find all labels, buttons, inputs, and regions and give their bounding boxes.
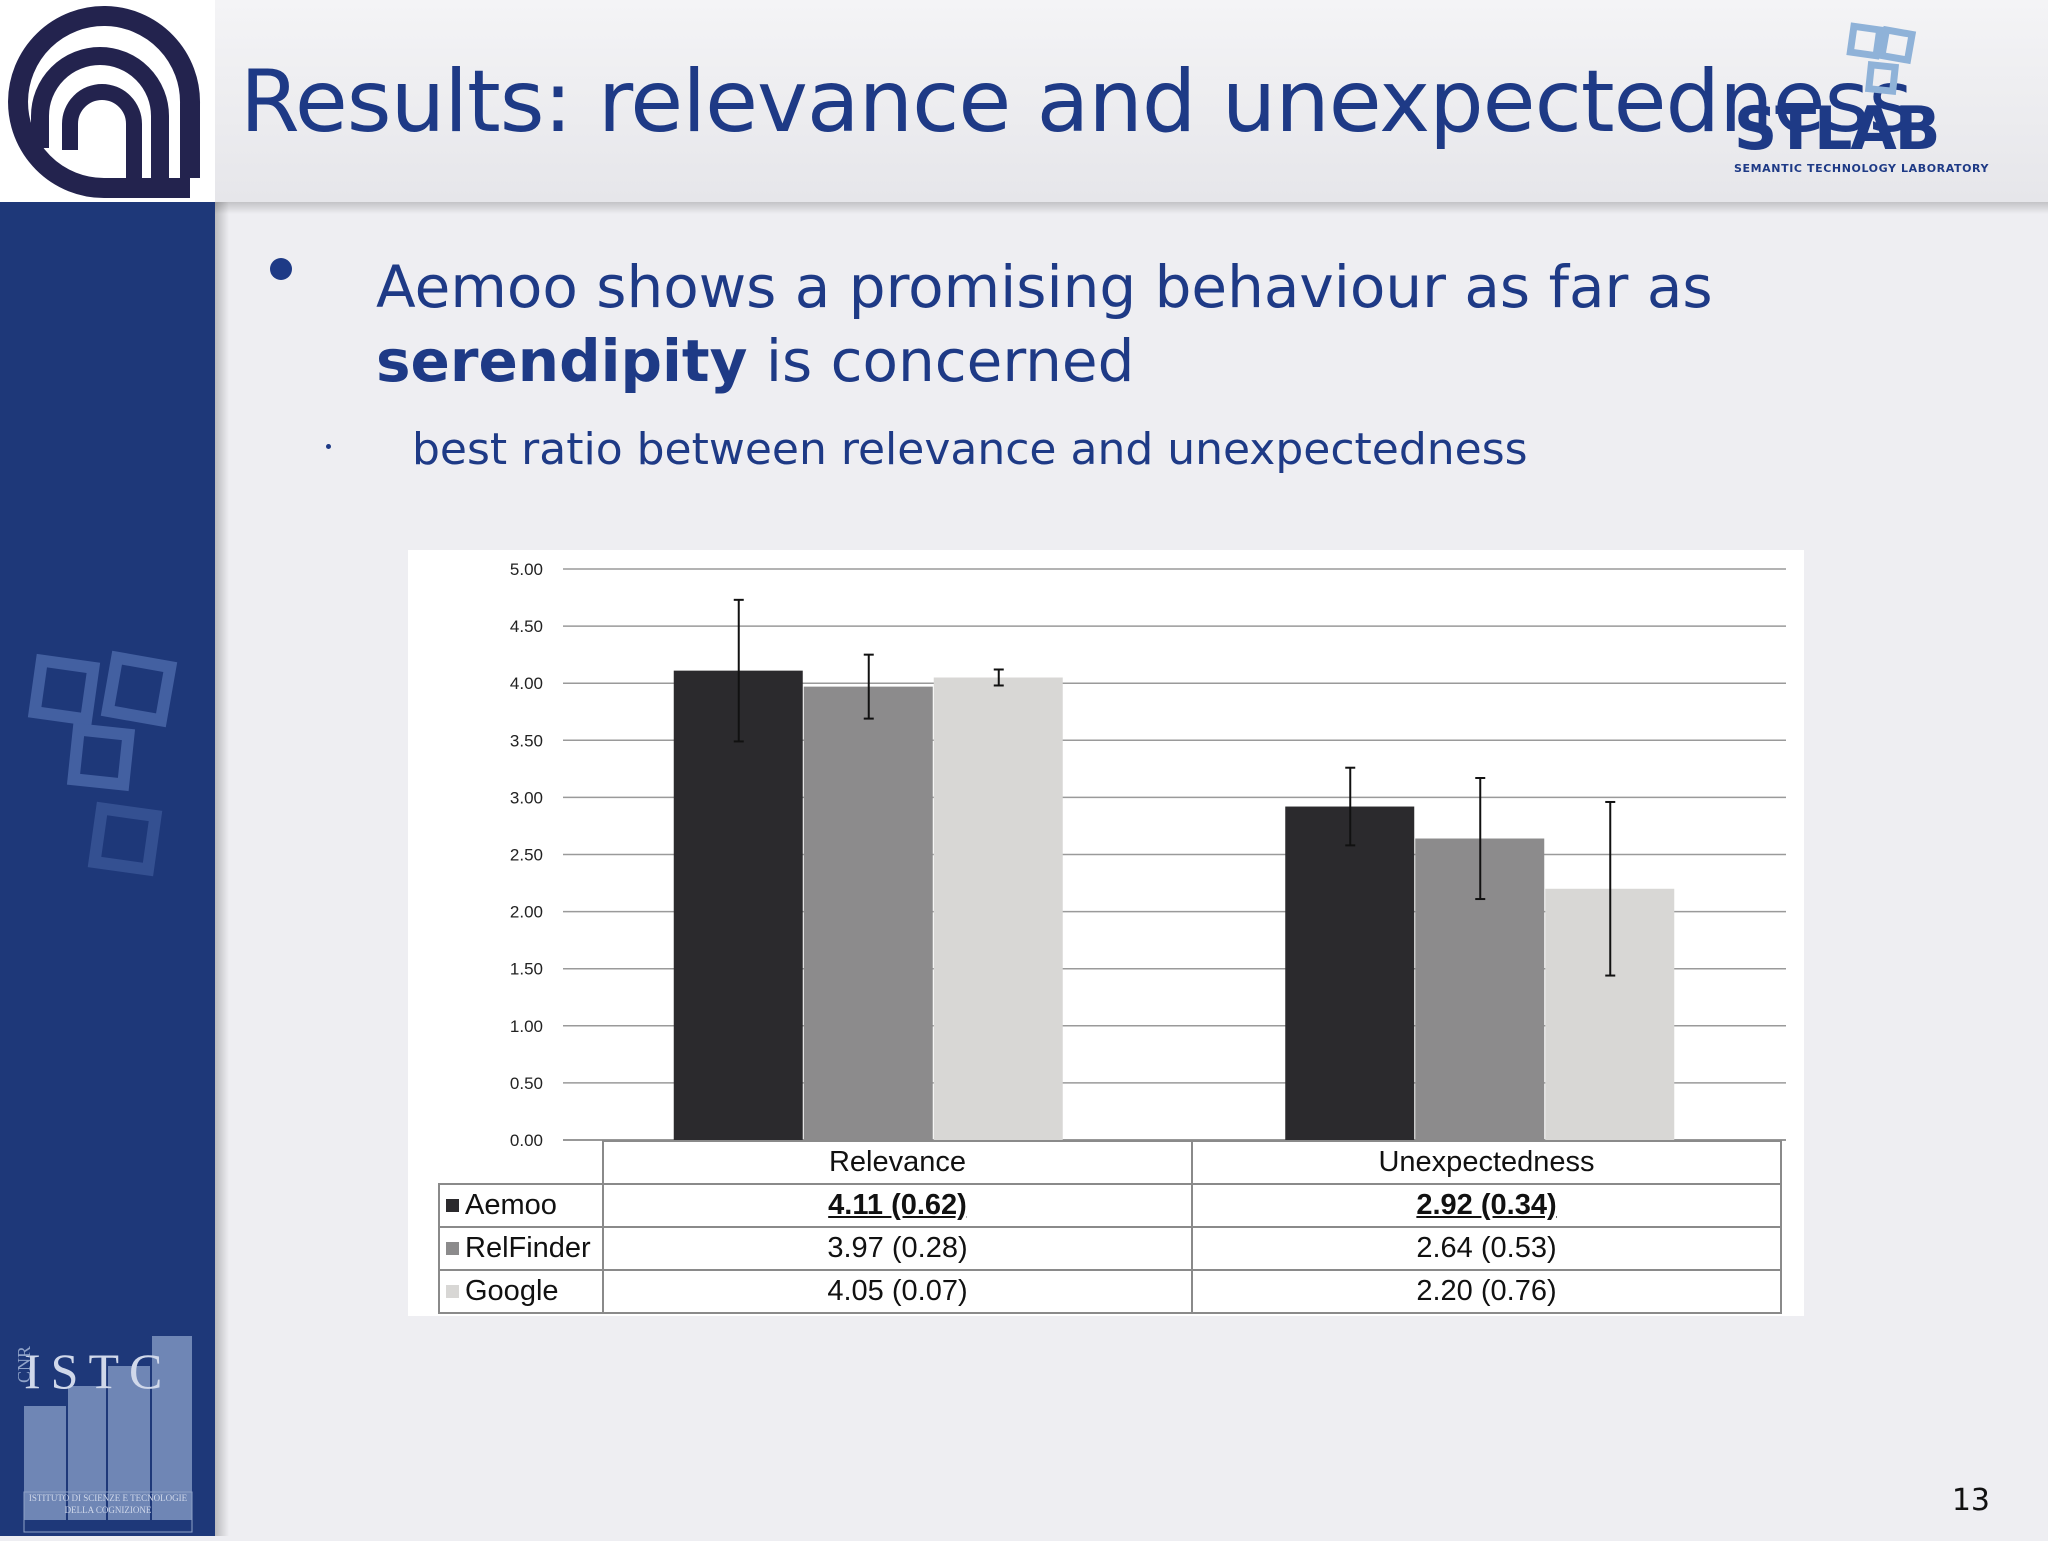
sub-bullet-dot xyxy=(326,444,331,449)
legend-swatch-aemoo xyxy=(446,1199,459,1212)
legend-text: Aemoo xyxy=(465,1189,557,1221)
istc-letters: ISTC xyxy=(24,1343,173,1399)
table-header-cell: Relevance xyxy=(602,1140,1193,1185)
main-bullet-text: Aemoo shows a promising behaviour as far… xyxy=(376,250,1976,398)
table-cell: 4.05 (0.07) xyxy=(602,1269,1193,1314)
sidebar-shadow xyxy=(215,202,229,1536)
y-tick-label: 2.00 xyxy=(510,903,543,922)
table-cell: 4.11 (0.62) xyxy=(602,1183,1193,1228)
sidebar: ISTC CNR ISTITUTO DI SCIENZE E TECNOLOGI… xyxy=(0,202,215,1536)
main-bullet-post: is concerned xyxy=(747,327,1135,395)
table-cell: 2.64 (0.53) xyxy=(1191,1226,1782,1271)
table-corner xyxy=(439,1141,604,1185)
y-tick-label: 2.50 xyxy=(510,846,543,865)
y-tick-label: 4.50 xyxy=(510,617,543,636)
slide-title: Results: relevance and unexpectedness xyxy=(240,52,1913,152)
legend-text: RelFinder xyxy=(465,1232,591,1264)
header-bar xyxy=(0,0,2048,202)
cnr-logo-icon xyxy=(8,6,201,198)
table-row: Aemoo 4.11 (0.62) 2.92 (0.34) xyxy=(438,1183,1782,1228)
table-row: RelFinder 3.97 (0.28) 2.64 (0.53) xyxy=(438,1226,1782,1271)
y-tick-label: 0.50 xyxy=(510,1074,543,1093)
table-cell: 2.92 (0.34) xyxy=(1191,1183,1782,1228)
bullet-dot xyxy=(270,258,292,280)
legend-swatch-google xyxy=(446,1285,459,1298)
legend-swatch-relfinder xyxy=(446,1242,459,1255)
table-header-cell: Unexpectedness xyxy=(1191,1140,1782,1185)
chart-data-table: Relevance Unexpectedness Aemoo 4.11 (0.6… xyxy=(438,1140,1782,1314)
cnr-logo xyxy=(0,0,215,202)
istc-caption-1: ISTITUTO DI SCIENZE E TECNOLOGIE xyxy=(28,1493,188,1503)
table-row: Google 4.05 (0.07) 2.20 (0.76) xyxy=(438,1269,1782,1314)
legend-text: Google xyxy=(465,1275,559,1307)
y-tick-label: 1.50 xyxy=(510,960,543,979)
y-tick-label: 4.00 xyxy=(510,674,543,693)
stlab-subtitle: SEMANTIC TECHNOLOGY LABORATORY xyxy=(1734,162,1990,175)
legend-label: RelFinder xyxy=(438,1226,604,1271)
header-shadow xyxy=(215,202,2048,214)
bar-google-relevance xyxy=(933,677,1063,1140)
sub-bullet-text: best ratio between relevance and unexpec… xyxy=(412,424,1528,475)
main-bullet-bold: serendipity xyxy=(376,327,748,395)
page-number: 13 xyxy=(1951,1483,1990,1518)
decorative-squares-icon xyxy=(27,650,178,877)
value-label: 4.11 (0.62) xyxy=(828,1189,967,1221)
stlab-squares-icon xyxy=(1846,22,1917,96)
main-bullet-pre: Aemoo shows a promising behaviour as far… xyxy=(376,253,1713,321)
y-tick-label: 3.50 xyxy=(510,731,543,750)
bar-chart: 0.000.501.001.502.002.503.003.504.004.50… xyxy=(510,560,1786,1150)
bar-relfinder-relevance xyxy=(803,686,933,1140)
legend-label: Aemoo xyxy=(438,1183,604,1228)
table-cell: 2.20 (0.76) xyxy=(1191,1269,1782,1314)
table-header-row: Relevance Unexpectedness xyxy=(439,1140,1782,1185)
table-cell: 3.97 (0.28) xyxy=(602,1226,1193,1271)
y-tick-label: 3.00 xyxy=(510,788,543,807)
bar-aemoo-unexpectedness xyxy=(1285,806,1415,1140)
stlab-wordmark: STLAB xyxy=(1734,94,1941,164)
istc-logo xyxy=(23,1336,193,1533)
istc-vertical-label: CNR xyxy=(14,1345,35,1384)
stlab-logo: STLAB SEMANTIC TECHNOLOGY LABORATORY xyxy=(1730,22,2046,182)
value-label: 2.92 (0.34) xyxy=(1416,1189,1557,1221)
y-tick-label: 1.00 xyxy=(510,1017,543,1036)
y-tick-label: 5.00 xyxy=(510,560,543,579)
bar-aemoo-relevance xyxy=(673,670,803,1140)
legend-label: Google xyxy=(438,1269,604,1314)
istc-caption-2: DELLA COGNIZIONE xyxy=(64,1505,152,1515)
